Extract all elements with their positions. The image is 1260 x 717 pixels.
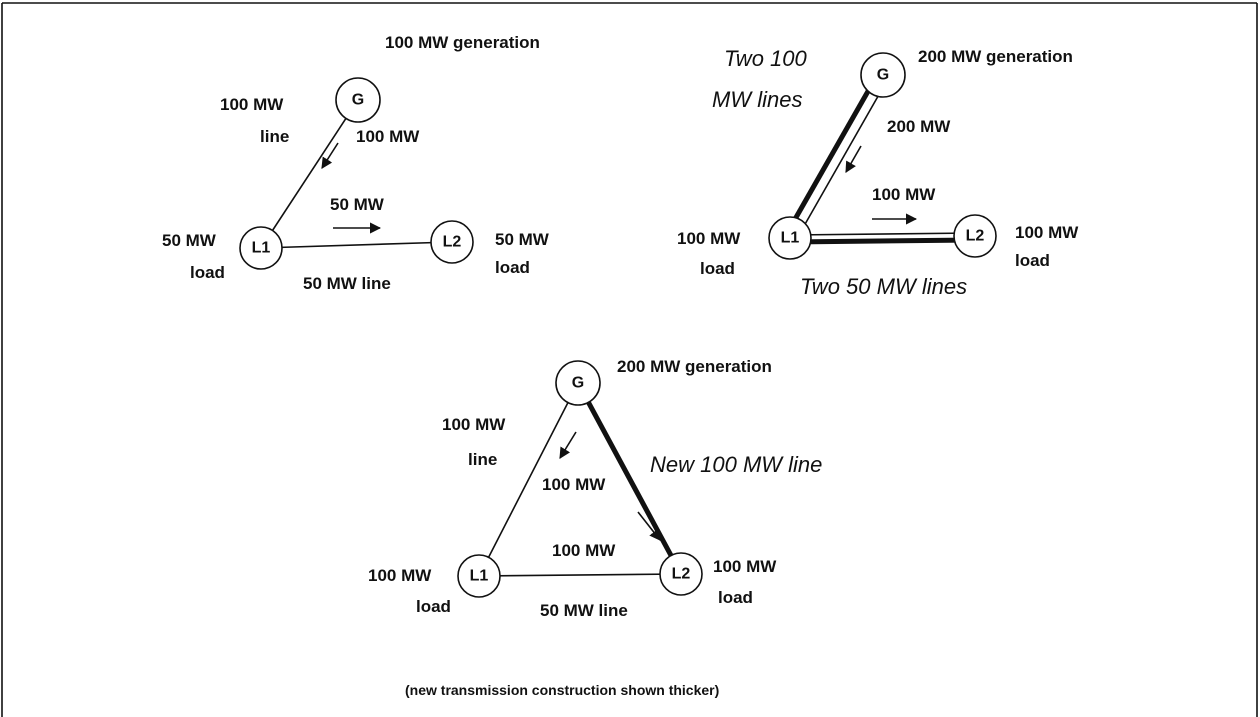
- label: 50 MW: [330, 195, 385, 214]
- arrow: [637, 511, 661, 541]
- arrow: [845, 145, 862, 173]
- node: [555, 360, 601, 406]
- arrow: [321, 142, 339, 169]
- line: [795, 76, 890, 241]
- diagram-3: G L1 L2 200 MW generation 100 MW line Ne…: [368, 357, 822, 620]
- label: 100 MW: [1015, 223, 1079, 242]
- node-label: G: [352, 92, 364, 109]
- node-label: G: [572, 375, 584, 392]
- label: load: [190, 263, 225, 282]
- arrow: [559, 431, 577, 459]
- label: 200 MW: [887, 117, 951, 136]
- diagram-2: G L1 L2 200 MW generation Two 100 MW lin…: [677, 46, 1079, 299]
- label: load: [416, 597, 451, 616]
- node-label: L1: [781, 230, 800, 247]
- label: 100 MW: [552, 541, 616, 560]
- label: 100 MW: [442, 415, 506, 434]
- label: Two 100: [724, 46, 808, 71]
- thick-line: [789, 237, 976, 245]
- label: line: [260, 127, 289, 146]
- label: 50 MW: [162, 231, 217, 250]
- node: [457, 554, 501, 598]
- label: line: [468, 450, 497, 469]
- line: [789, 232, 976, 236]
- node: [953, 214, 997, 258]
- label: 100 MW: [356, 127, 420, 146]
- node-label: L1: [470, 568, 489, 585]
- label: load: [700, 259, 735, 278]
- node: [860, 52, 906, 98]
- thick-line: [783, 70, 882, 237]
- label: 100 MW: [713, 557, 777, 576]
- line: [260, 241, 453, 249]
- node-label: L2: [966, 228, 985, 245]
- caption: (new transmission construction shown thi…: [405, 682, 719, 698]
- label: 100 MW: [220, 95, 284, 114]
- label: New 100 MW line: [650, 452, 822, 477]
- label: 100 MW: [872, 185, 936, 204]
- node: [335, 77, 381, 123]
- label: Two 50 MW lines: [800, 274, 967, 299]
- label: 100 MW: [677, 229, 741, 248]
- label: load: [495, 258, 530, 277]
- label: 100 MW: [542, 475, 606, 494]
- label: MW lines: [712, 87, 802, 112]
- thick-line: [575, 381, 684, 576]
- label: 100 MW generation: [385, 33, 540, 52]
- diagram-1: G L1 L2 100 MW generation 100 MW line 10…: [162, 33, 550, 293]
- label: 50 MW line: [303, 274, 391, 293]
- line: [478, 382, 579, 577]
- label: load: [1015, 251, 1050, 270]
- node: [659, 552, 703, 596]
- label: 200 MW generation: [617, 357, 772, 376]
- node-label: G: [877, 67, 889, 84]
- line: [478, 573, 682, 577]
- line: [260, 99, 359, 249]
- node: [768, 216, 812, 260]
- node: [239, 226, 283, 270]
- node: [430, 220, 474, 264]
- node-label: L2: [443, 234, 462, 251]
- label: 50 MW: [495, 230, 550, 249]
- label: load: [718, 588, 753, 607]
- label: 100 MW: [368, 566, 432, 585]
- label: 50 MW line: [540, 601, 628, 620]
- node-label: L1: [252, 240, 271, 257]
- node-label: L2: [672, 566, 691, 583]
- label: 200 MW generation: [918, 47, 1073, 66]
